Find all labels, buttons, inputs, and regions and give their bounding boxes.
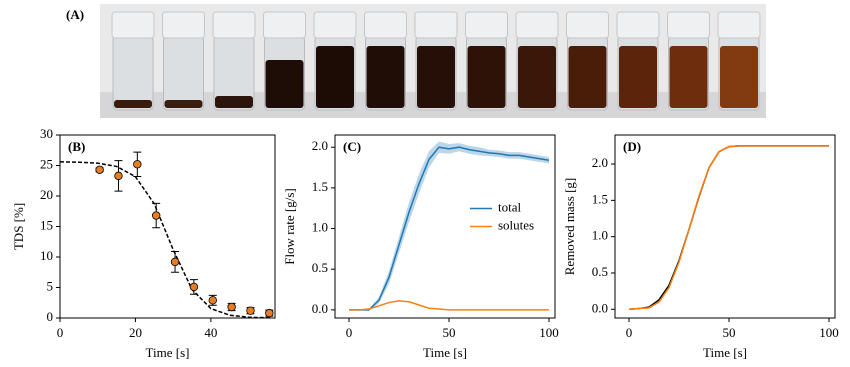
vial-cap bbox=[667, 11, 710, 39]
vial-cap bbox=[162, 11, 205, 39]
x-tick-label: 20 bbox=[129, 325, 142, 340]
point bbox=[189, 282, 199, 292]
vial-cap bbox=[566, 11, 609, 39]
vial-liquid bbox=[417, 46, 455, 108]
panel: 0 5 10 15 20 25 30 0 20 40 Time [s] TDS [%] (B) bbox=[11, 126, 276, 360]
vial-liquid bbox=[518, 46, 556, 108]
line bbox=[60, 161, 272, 318]
y-tick-label: 0.0 bbox=[592, 300, 608, 315]
x-axis-label: Time [s] bbox=[146, 345, 190, 360]
vial-cap bbox=[263, 11, 306, 39]
y-tick-label: 2.0 bbox=[592, 155, 608, 170]
line bbox=[349, 146, 550, 311]
vial-cap bbox=[515, 11, 559, 39]
panel-label: (D) bbox=[623, 139, 641, 154]
y-tick-label: 1.0 bbox=[312, 220, 328, 235]
point bbox=[114, 171, 123, 181]
y-tick-label: 1.5 bbox=[312, 179, 328, 194]
vial-cap bbox=[111, 11, 155, 39]
panel: 0.0 0.5 1.0 1.5 2.0 0 50 100 Time [s] Flow rate [… bbox=[282, 134, 559, 360]
panel-label: (B) bbox=[68, 139, 85, 154]
legend-label: total bbox=[498, 199, 521, 214]
x-axis-label: Time [s] bbox=[423, 345, 467, 360]
x-tick-label: 0 bbox=[346, 325, 353, 340]
plot-frame bbox=[614, 134, 836, 319]
vial-liquid bbox=[568, 46, 607, 108]
vial-cap bbox=[717, 11, 761, 39]
x-tick-label: 0 bbox=[626, 325, 633, 340]
plot-area bbox=[60, 161, 272, 318]
y-tick-label: 0.5 bbox=[592, 264, 608, 279]
vial-liquid bbox=[467, 46, 506, 108]
x-tick-label: 100 bbox=[539, 325, 559, 340]
vial-liquid bbox=[215, 96, 253, 108]
x-tick-label: 100 bbox=[819, 325, 839, 340]
plot-frame bbox=[59, 134, 276, 319]
vial-cap bbox=[364, 11, 407, 39]
legend-label: solutes bbox=[498, 217, 534, 232]
vial-cap bbox=[616, 11, 660, 39]
vial-cap bbox=[313, 11, 357, 39]
y-tick-label: 0.5 bbox=[312, 260, 328, 275]
y-tick-label: 1.5 bbox=[592, 191, 608, 206]
panel-label: (C) bbox=[343, 139, 361, 154]
line bbox=[628, 145, 829, 311]
vial-liquid bbox=[114, 100, 152, 108]
y-tick-label: 25 bbox=[40, 156, 53, 171]
line bbox=[628, 145, 829, 311]
y-tick-label: 1.0 bbox=[592, 228, 608, 243]
line bbox=[349, 300, 549, 311]
plot-frame bbox=[334, 134, 556, 319]
x-tick-label: 40 bbox=[204, 325, 217, 340]
vial-cap bbox=[414, 11, 458, 39]
y-axis-label: TDS [%] bbox=[11, 203, 26, 250]
panel: 0.0 0.5 1.0 1.5 2.0 0 50 100 Time [s] Removed mas… bbox=[562, 134, 839, 360]
vial-liquid bbox=[164, 100, 203, 108]
y-tick-label: 30 bbox=[40, 126, 53, 141]
point bbox=[133, 160, 142, 169]
y-tick-label: 5 bbox=[47, 278, 54, 293]
point bbox=[208, 296, 217, 305]
x-tick-label: 0 bbox=[57, 325, 64, 340]
point bbox=[227, 302, 236, 312]
error-band bbox=[349, 141, 549, 311]
x-tick-label: 50 bbox=[723, 325, 736, 340]
plot-area bbox=[628, 145, 829, 311]
panel-label: (A) bbox=[66, 7, 84, 22]
vial-glass bbox=[112, 35, 154, 111]
y-axis-label: Flow rate [g/s] bbox=[282, 188, 297, 265]
point bbox=[246, 306, 255, 315]
point bbox=[265, 308, 274, 318]
y-tick-label: 0.0 bbox=[312, 301, 328, 316]
plot-area bbox=[349, 141, 550, 311]
x-tick-label: 50 bbox=[443, 325, 456, 340]
x-axis-label: Time [s] bbox=[703, 345, 747, 360]
vial-liquid bbox=[669, 46, 708, 108]
vials bbox=[111, 11, 761, 111]
vial-liquid bbox=[316, 46, 354, 108]
photo bbox=[100, 4, 766, 118]
vial-cap bbox=[465, 11, 508, 39]
point bbox=[170, 257, 180, 267]
vial-liquid bbox=[265, 60, 304, 108]
vial-liquid bbox=[619, 46, 657, 108]
vial-cap bbox=[212, 11, 256, 39]
vial-liquid bbox=[366, 46, 405, 108]
vial-glass bbox=[163, 35, 204, 111]
y-tick-label: 20 bbox=[40, 187, 53, 202]
y-axis-label: Removed mass [g] bbox=[562, 178, 577, 275]
vial-liquid bbox=[720, 46, 758, 108]
y-tick-label: 15 bbox=[40, 217, 53, 232]
y-tick-label: 0 bbox=[47, 309, 54, 324]
point bbox=[95, 165, 104, 174]
y-tick-label: 10 bbox=[40, 248, 53, 263]
point bbox=[151, 211, 161, 220]
y-tick-label: 2.0 bbox=[312, 138, 328, 153]
